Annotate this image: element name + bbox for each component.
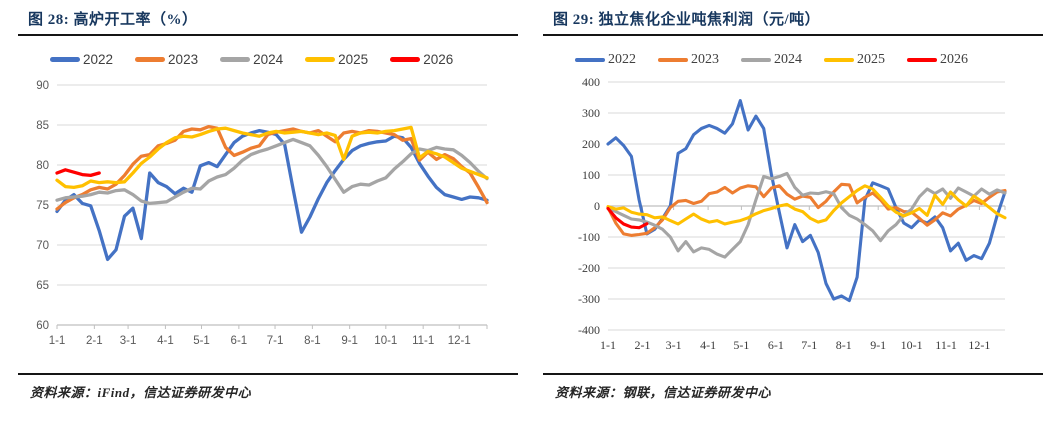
figure-28-legend: 2022 2023 2024 2025 2026: [50, 52, 524, 67]
y-tick-label: 60: [36, 320, 49, 332]
legend-swatch-2025: [305, 57, 336, 62]
x-tick-label: 8-1: [836, 338, 852, 352]
x-tick-label: 11-1: [935, 338, 957, 352]
x-tick-label: 2-1: [634, 338, 650, 352]
x-tick-label: 11-1: [412, 335, 434, 347]
legend-item-2023: 2023: [135, 52, 198, 67]
series-line-2023: [606, 182, 1007, 237]
x-tick-label: 3-1: [666, 338, 682, 352]
legend-label-2022: 2022: [83, 52, 114, 67]
y-tick-label: -300: [578, 292, 600, 306]
y-tick-label: 300: [582, 106, 600, 120]
series-line-2024: [606, 171, 1007, 259]
x-tick-label: 10-1: [374, 335, 397, 347]
figure-28-chart: 60 65 70 75 80 85 90 1-1 2-1 3-1 4-1 5-1 6-1 7-1 8-1 9-…: [0, 67, 524, 359]
figure-28-source: 资料来源：iFind，信达证券研发中心: [30, 385, 252, 400]
figure-29-chart: -400 -300 -200 -100 0 100 200 300 400 1-1 2-1 3-1 4-…: [525, 68, 1049, 360]
x-tick-label: 2-1: [86, 335, 103, 347]
legend-label-2025: 2025: [338, 52, 369, 67]
y-tick-label: -100: [578, 230, 600, 244]
x-tick-label: 7-1: [267, 335, 284, 347]
x-tick-label: 5-1: [193, 335, 210, 347]
y-tick-label: -200: [578, 261, 600, 275]
legend-label-2022: 2022: [608, 52, 636, 67]
legend-swatch-2026: [907, 57, 937, 63]
y-tick-label: 70: [36, 240, 49, 252]
series-line-2024: [55, 137, 489, 206]
legend-swatch-2022: [575, 57, 605, 63]
x-tick-label: 10-1: [901, 338, 923, 352]
legend-label-2024: 2024: [253, 52, 284, 67]
x-tick-label: 1-1: [49, 335, 66, 347]
figure-29-footer: 资料来源：钢联，信达证券研发中心: [543, 373, 1043, 422]
legend-swatch-2022: [50, 57, 80, 62]
figure-29-header: 图 29: 独立焦化企业吨焦利润（元/吨）: [543, 0, 1043, 36]
series-line-2025: [606, 184, 1007, 226]
figure-29-panel: 图 29: 独立焦化企业吨焦利润（元/吨） 2022 2023 2024 2025 20…: [525, 0, 1049, 422]
figure-29-legend: 2022 2023 2024 2025 2026: [575, 52, 1049, 68]
figure-29-chart-canvas: -400 -300 -200 -100 0 100 200 300 400 1-1 2-1 3-1 4-…: [578, 75, 1007, 352]
x-tick-label: 4-1: [700, 338, 716, 352]
y-tick-label: 80: [36, 160, 49, 172]
figure-28-title: 图 28: 高炉开工率（%）: [28, 12, 198, 28]
series-line-2022: [606, 99, 1007, 303]
x-tick-label: 4-1: [157, 335, 174, 347]
y-tick-label: 75: [36, 200, 49, 212]
y-tick-label: 85: [36, 120, 49, 132]
y-tick-label: 400: [582, 75, 600, 89]
legend-item-2025: 2025: [305, 52, 368, 67]
x-tick-label: 9-1: [341, 335, 358, 347]
legend-swatch-2024: [220, 57, 251, 62]
legend-swatch-2023: [658, 57, 688, 63]
legend-label-2024: 2024: [774, 52, 802, 67]
x-tick-label: 7-1: [801, 338, 817, 352]
x-tick-label: 5-1: [733, 338, 749, 352]
x-tick-label: 6-1: [768, 338, 784, 352]
legend-label-2026: 2026: [940, 52, 968, 67]
legend-item-2022: 2022: [575, 52, 636, 68]
legend-label-2026: 2026: [423, 52, 454, 67]
legend-item-2025: 2025: [824, 52, 885, 68]
x-tick-label: 8-1: [304, 335, 321, 347]
legend-item-2026: 2026: [907, 52, 968, 68]
y-tick-label: 0: [594, 199, 600, 213]
x-tick-label: 12-1: [968, 338, 990, 352]
y-tick-label: -400: [578, 323, 600, 337]
legend-swatch-2026: [390, 57, 421, 62]
legend-item-2023: 2023: [658, 52, 719, 68]
y-tick-label: 200: [582, 137, 600, 151]
series-line-2025: [55, 125, 489, 190]
figure-28-chart-canvas: 60 65 70 75 80 85 90 1-1 2-1 3-1 4-1 5-1 6-1 7-1 8-1 9-…: [36, 80, 489, 347]
figure-28-panel: 图 28: 高炉开工率（%） 2022 2023 2024 2025 2026 60 65…: [0, 0, 524, 422]
legend-item-2022: 2022: [50, 52, 113, 67]
legend-item-2024: 2024: [220, 52, 283, 67]
figure-28-footer: 资料来源：iFind，信达证券研发中心: [18, 373, 518, 422]
figure-29-title: 图 29: 独立焦化企业吨焦利润（元/吨）: [553, 12, 821, 28]
x-tick-label: 9-1: [870, 338, 886, 352]
legend-label-2023: 2023: [168, 52, 199, 67]
y-tick-label: 100: [582, 168, 600, 182]
legend-item-2024: 2024: [741, 52, 802, 68]
legend-label-2025: 2025: [857, 52, 885, 67]
legend-swatch-2023: [135, 57, 166, 62]
x-tick-label: 6-1: [231, 335, 248, 347]
figure-28-header: 图 28: 高炉开工率（%）: [18, 0, 518, 36]
figure-29-source: 资料来源：钢联，信达证券研发中心: [555, 385, 772, 400]
legend-label-2023: 2023: [691, 52, 719, 67]
x-tick-label: 1-1: [600, 338, 616, 352]
x-tick-label: 3-1: [120, 335, 137, 347]
series-line-2026: [55, 168, 101, 178]
series-line-2026: [606, 206, 649, 230]
legend-item-2026: 2026: [390, 52, 453, 67]
y-tick-label: 90: [36, 80, 49, 92]
legend-swatch-2024: [741, 57, 771, 63]
x-tick-label: 12-1: [448, 335, 471, 347]
legend-swatch-2025: [824, 57, 854, 63]
y-tick-label: 65: [36, 280, 49, 292]
